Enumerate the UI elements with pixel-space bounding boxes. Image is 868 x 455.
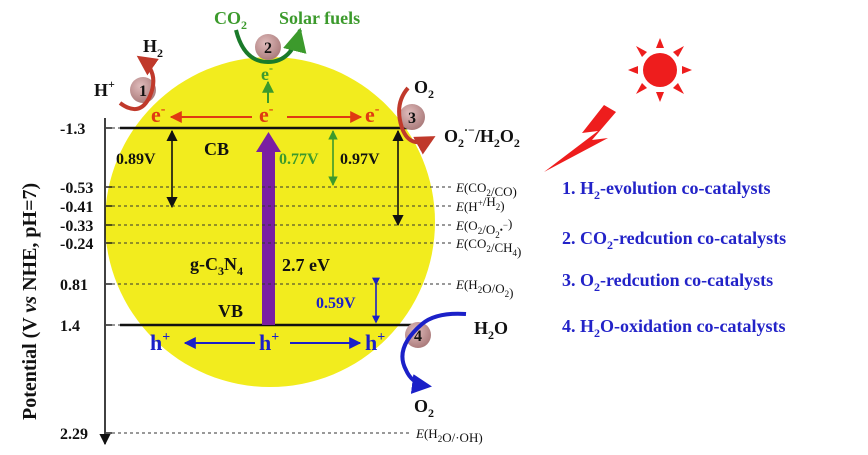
- svg-text:Potential (V vs NHE, pH=7): Potential (V vs NHE, pH=7): [19, 183, 41, 420]
- tick-label: -0.41: [60, 199, 93, 216]
- bandgap-arrow-head: [256, 132, 281, 152]
- bandgap-label: 2.7 eV: [282, 255, 330, 275]
- tick-label: 0.81: [60, 277, 88, 294]
- site-2-number: 2: [264, 40, 272, 57]
- site-2-reaction-arrow: [234, 27, 307, 65]
- site-3-number: 3: [408, 110, 416, 127]
- electron-center: e-: [259, 102, 274, 127]
- site-2: 2: [255, 34, 281, 60]
- site-3: 3: [399, 104, 425, 130]
- tick-label: -0.24: [60, 236, 93, 253]
- cb-label: CB: [204, 139, 229, 159]
- hole-left: h+: [150, 330, 170, 355]
- redox-couple-label: E(H2O/O2): [455, 277, 513, 300]
- redox-couples: E(CO2/CO)E(H+/H2)E(O2/O2•−)E(CO2/CH4) E(H…: [112, 127, 521, 445]
- tick-label: 2.29: [60, 426, 88, 443]
- legend-item: 2. CO2-redcution co-catalysts: [562, 228, 786, 252]
- legend-item: 3. O2-redcution co-catalysts: [562, 270, 773, 294]
- tick-label: -0.53: [60, 180, 93, 197]
- site-1-reaction-arrow: [118, 55, 159, 112]
- h-plus-reactant: H+: [94, 77, 115, 100]
- electron-green: e-: [261, 61, 273, 84]
- sun-icon: [628, 38, 692, 102]
- o2-product: O2: [414, 396, 434, 420]
- solar-fuels-product: Solar fuels: [279, 8, 360, 28]
- gap-0.59-label: 0.59V: [316, 295, 356, 312]
- h2-product: H2: [143, 36, 163, 60]
- lightning-bolt-icon: [544, 105, 616, 172]
- co2-reactant: CO2: [214, 8, 247, 32]
- site-4: 4: [405, 322, 431, 348]
- site-1-number: 1: [139, 83, 147, 100]
- site-4-number: 4: [414, 328, 422, 345]
- tick-label: -0.33: [60, 218, 93, 235]
- site-3-reaction-arrow: [397, 86, 436, 155]
- bandgap-arrow-shaft: [262, 150, 275, 325]
- gap-0.89-label: 0.89V: [116, 151, 156, 168]
- o2-reactant: O2: [414, 77, 434, 101]
- legend-item: 1. H2-evolution co-catalysts: [562, 178, 771, 202]
- co-catalyst-legend: 1. H2-evolution co-catalysts 2. CO2-redcu…: [562, 178, 786, 340]
- redox-couple-label: E(H2O/·OH): [415, 426, 483, 445]
- legend-item: 4. H2O-oxidation co-catalysts: [562, 316, 786, 340]
- hole-right: h+: [365, 330, 385, 355]
- electron-right: e-: [365, 102, 380, 127]
- redox-couple-label: E(O2/O2•−): [455, 216, 512, 240]
- axis-ticks: -1.3 -0.53 -0.41 -0.33-0.24 0.81 1.4 2.29: [60, 121, 112, 443]
- axis-title: Potential (V vs NHE, pH=7): [19, 183, 41, 420]
- site-4-reaction-arrow: [400, 311, 467, 394]
- tick-label: -1.3: [60, 121, 85, 138]
- redox-couple-label: E(H+/H2): [455, 194, 505, 214]
- tick-label: 1.4: [60, 318, 80, 335]
- gap-0.77-label: 0.77V: [279, 151, 319, 168]
- redox-couple-label: E(CO2/CH4): [455, 236, 521, 259]
- redox-couple-label: E(CO2/CO): [455, 180, 517, 199]
- electrons: e- e- e-: [151, 102, 380, 127]
- superoxide-h2o2-product: O2·−/H2O2: [444, 123, 520, 150]
- hole-center: h+: [259, 330, 279, 355]
- h2o-reactant: H2O: [474, 318, 508, 342]
- holes: h+ h+ h+: [150, 330, 385, 355]
- material-label: g-C3N4: [190, 254, 243, 278]
- vb-label: VB: [218, 301, 243, 321]
- electron-left: e-: [151, 102, 166, 127]
- gap-0.97-label: 0.97V: [340, 151, 380, 168]
